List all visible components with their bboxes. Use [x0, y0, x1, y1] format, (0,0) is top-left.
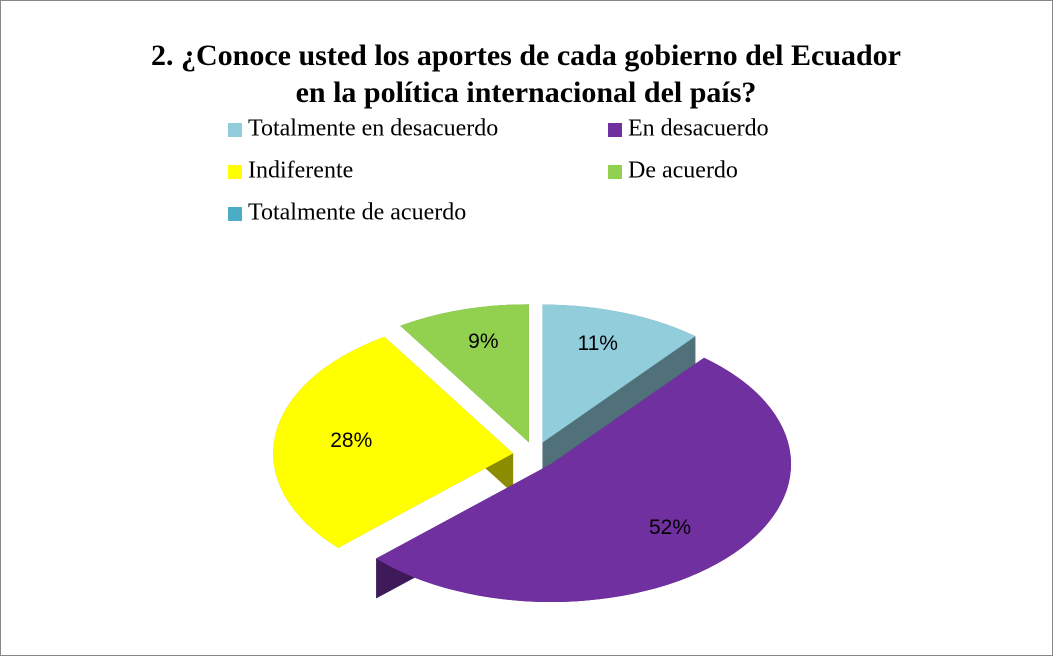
legend-swatch — [608, 123, 622, 137]
legend-label: Totalmente de acuerdo — [248, 200, 466, 226]
data-label: 52% — [649, 516, 691, 539]
slice — [400, 304, 529, 443]
legend-swatch — [228, 123, 242, 137]
legend-swatch — [228, 207, 242, 221]
chart-title: en la política internacional del país? — [296, 76, 757, 109]
legend-label: Totalmente en desacuerdo — [248, 116, 498, 142]
slice — [273, 336, 514, 548]
slice — [376, 357, 792, 603]
data-label: 11% — [577, 332, 617, 355]
chart-title: 2. ¿Conoce usted los aportes de cada gob… — [151, 39, 901, 72]
legend-swatch — [228, 165, 242, 179]
legend-label: Indiferente — [248, 158, 353, 184]
slice — [542, 304, 696, 443]
legend-swatch — [608, 165, 622, 179]
data-label: 28% — [330, 429, 372, 452]
legend-label: De acuerdo — [628, 158, 738, 184]
legend-label: En desacuerdo — [628, 116, 769, 142]
data-label: 9% — [468, 330, 498, 353]
